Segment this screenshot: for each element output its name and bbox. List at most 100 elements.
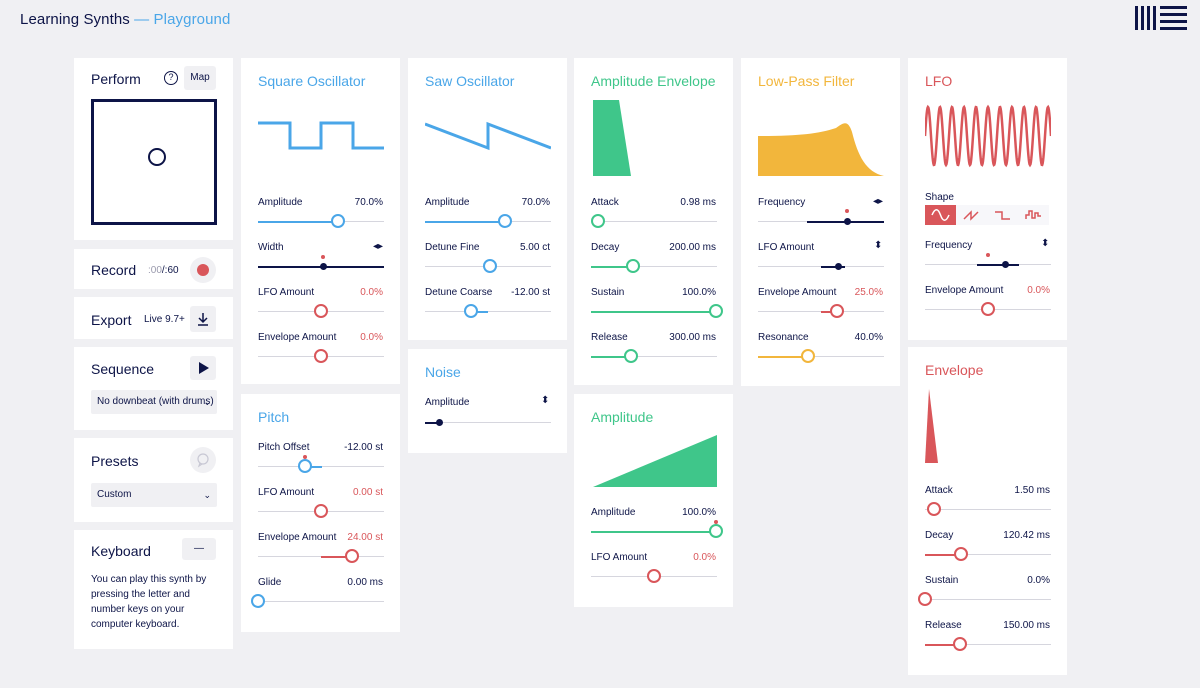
slider-knob[interactable] [624, 349, 638, 363]
keyboard-collapse-button[interactable]: — [182, 538, 216, 560]
sustain-slider[interactable] [591, 304, 723, 318]
filter-frequency-slider[interactable] [758, 217, 884, 225]
sequence-title: Sequence [91, 361, 155, 377]
param-label: Release [925, 620, 962, 631]
pitch-lfo-amount-slider[interactable] [258, 504, 384, 518]
chevron-down-icon: ⌄ [203, 397, 211, 407]
slider-knob[interactable] [843, 217, 851, 225]
envelope-amount-slider[interactable] [258, 349, 384, 363]
slider-knob[interactable] [319, 262, 327, 270]
square-shape-button[interactable] [987, 205, 1018, 225]
slider-knob[interactable] [626, 259, 640, 273]
slider-knob[interactable] [298, 459, 312, 473]
resonance-slider[interactable] [758, 349, 884, 363]
slider-knob[interactable] [918, 592, 932, 606]
map-button[interactable]: Map [184, 66, 216, 90]
amplitude-slider[interactable] [258, 214, 384, 228]
slider-knob[interactable] [801, 349, 815, 363]
slider-knob[interactable] [345, 549, 359, 563]
param-label: LFO Amount [258, 287, 315, 298]
play-icon [199, 362, 209, 374]
param-value: 40.0% [854, 332, 883, 343]
attack-slider[interactable] [591, 214, 717, 228]
record-time-elapsed: :00 [148, 265, 162, 276]
slider-knob[interactable] [647, 569, 661, 583]
param-label: Glide [258, 577, 282, 588]
envelope-graphic [925, 389, 938, 463]
help-icon[interactable]: ? [164, 71, 178, 85]
slider-knob[interactable] [483, 259, 497, 273]
lfo-frequency-slider[interactable] [925, 260, 1051, 268]
slider-knob[interactable] [314, 504, 328, 518]
amplitude-ramp-graphic [593, 435, 717, 487]
xy-pad-cursor[interactable] [148, 148, 166, 166]
detune-fine-slider[interactable] [425, 259, 551, 273]
param-value: 200.00 ms [669, 242, 716, 253]
param-value: 0.98 ms [680, 197, 716, 208]
pitch-panel: Pitch Pitch Offset -12.00 st LFO Amount … [241, 394, 400, 632]
sequence-select[interactable]: No downbeat (with drums) ⌄ [91, 390, 217, 414]
record-button[interactable] [190, 257, 216, 283]
slider-knob[interactable] [709, 304, 723, 318]
slider-knob[interactable] [464, 304, 478, 318]
title-separator: — [129, 11, 154, 28]
slider-knob[interactable] [251, 594, 265, 608]
lfo-envelope-amount-slider[interactable] [925, 302, 1051, 316]
param-value: 150.00 ms [1003, 620, 1050, 631]
pitch-title: Pitch [258, 409, 290, 425]
chevron-down-icon: ⌄ [203, 490, 211, 500]
shape-selector [925, 205, 1049, 225]
pitch-offset-slider[interactable] [258, 459, 384, 473]
record-time-total: /:60 [161, 265, 179, 276]
slider-knob[interactable] [498, 214, 512, 228]
envelope-decay-slider[interactable] [925, 547, 1051, 561]
param-value: -12.00 st [511, 287, 550, 298]
slider-knob[interactable] [953, 637, 967, 651]
slider-knob[interactable] [830, 304, 844, 318]
preset-chat-button[interactable] [190, 447, 216, 473]
slider-knob[interactable] [314, 304, 328, 318]
slider-knob[interactable] [834, 262, 842, 270]
horizontal-arrows-icon: ◂▸ [373, 241, 384, 252]
ableton-logo-icon[interactable] [1135, 6, 1187, 30]
lfo-amount-slider[interactable] [258, 304, 384, 318]
saw-amplitude-slider[interactable] [425, 214, 551, 228]
download-icon [198, 313, 208, 326]
decay-slider[interactable] [591, 259, 717, 273]
presets-select[interactable]: Custom ⌄ [91, 483, 217, 507]
keyboard-help-text: You can play this synth by pressing the … [91, 574, 207, 630]
square-wave-graphic [258, 121, 384, 150]
slider-knob[interactable] [1001, 260, 1009, 268]
slider-knob[interactable] [927, 502, 941, 516]
slider-knob[interactable] [954, 547, 968, 561]
play-button[interactable] [190, 356, 216, 380]
detune-coarse-slider[interactable] [425, 304, 551, 318]
param-value: 300.00 ms [669, 332, 716, 343]
slider-knob[interactable] [314, 349, 328, 363]
slider-knob[interactable] [591, 214, 605, 228]
random-shape-button[interactable] [1018, 205, 1049, 225]
envelope-sustain-slider[interactable] [918, 592, 1051, 606]
noise-amplitude-slider[interactable] [425, 418, 551, 426]
filter-lfo-amount-slider[interactable] [758, 262, 884, 270]
amplitude-lfo-slider[interactable] [591, 569, 717, 583]
param-value: 25.0% [854, 287, 883, 298]
amplitude-amount-slider[interactable] [591, 524, 723, 538]
sine-shape-button[interactable] [925, 205, 956, 225]
width-slider[interactable] [258, 262, 384, 270]
filter-envelope-amount-slider[interactable] [758, 304, 884, 318]
keyboard-panel: Keyboard — You can play this synth by pr… [74, 530, 233, 649]
download-button[interactable] [190, 306, 216, 332]
saw-shape-button[interactable] [956, 205, 987, 225]
pitch-envelope-amount-slider[interactable] [258, 549, 384, 563]
xy-pad[interactable] [91, 99, 217, 225]
envelope-release-slider[interactable] [925, 637, 1051, 651]
glide-slider[interactable] [251, 594, 384, 608]
slider-knob[interactable] [331, 214, 345, 228]
envelope-attack-slider[interactable] [925, 502, 1051, 516]
release-slider[interactable] [591, 349, 717, 363]
slider-knob[interactable] [981, 302, 995, 316]
slider-knob[interactable] [435, 418, 443, 426]
slider-knob[interactable] [709, 524, 723, 538]
record-time: :00/:60 [148, 265, 179, 276]
